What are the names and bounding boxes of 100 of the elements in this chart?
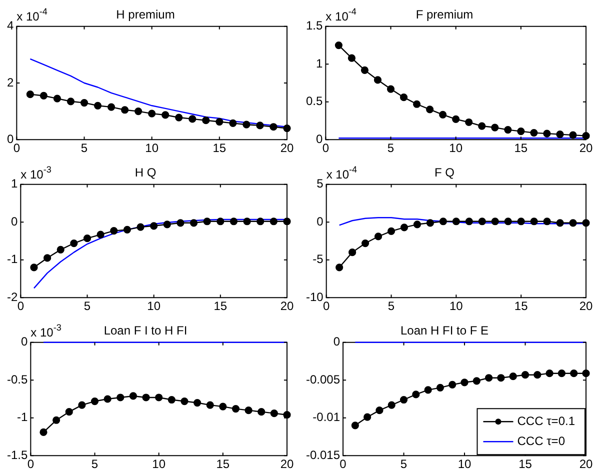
point bbox=[521, 371, 530, 379]
chart-title: F Q bbox=[434, 166, 454, 180]
point bbox=[388, 401, 396, 409]
point bbox=[129, 392, 138, 400]
point bbox=[478, 218, 486, 226]
point bbox=[530, 129, 538, 137]
point bbox=[107, 103, 116, 111]
chart-title: F premium bbox=[416, 8, 474, 22]
point bbox=[472, 377, 480, 385]
point bbox=[116, 394, 124, 402]
point bbox=[270, 410, 278, 418]
point bbox=[168, 396, 176, 404]
point bbox=[40, 92, 48, 100]
point bbox=[436, 384, 444, 392]
point bbox=[206, 401, 214, 409]
y-tick-label: 2 bbox=[6, 75, 14, 90]
point bbox=[216, 118, 224, 126]
point bbox=[558, 370, 566, 378]
point bbox=[256, 218, 264, 226]
point bbox=[232, 405, 240, 413]
x-tick-label: 5 bbox=[80, 141, 88, 156]
y-tick-label: 1 bbox=[10, 176, 18, 191]
point bbox=[94, 102, 102, 110]
point bbox=[374, 76, 382, 84]
y-tick-label: -0.015 bbox=[306, 448, 340, 462]
x-tick-label: 20 bbox=[579, 299, 593, 314]
point bbox=[283, 411, 291, 419]
x-tick-label: 5 bbox=[387, 141, 394, 156]
point bbox=[70, 239, 78, 248]
x-tick-label: 5 bbox=[400, 457, 408, 472]
point bbox=[40, 428, 48, 436]
point bbox=[150, 222, 158, 230]
point bbox=[400, 94, 408, 102]
x-tick-label: 20 bbox=[280, 457, 294, 472]
point bbox=[424, 386, 432, 394]
y-tick-label: 4 bbox=[6, 18, 14, 33]
point bbox=[176, 219, 184, 227]
point bbox=[452, 115, 460, 124]
point bbox=[52, 416, 60, 424]
point bbox=[193, 398, 202, 407]
point bbox=[439, 218, 447, 226]
y-tick-label: 0 bbox=[333, 334, 340, 349]
y-tick-label: 1.5 bbox=[306, 18, 323, 33]
point bbox=[426, 106, 434, 114]
point bbox=[465, 118, 473, 126]
point bbox=[374, 232, 382, 240]
point bbox=[569, 219, 577, 227]
point bbox=[546, 370, 554, 378]
point bbox=[582, 132, 590, 140]
chart-title: Loan F I to H FI bbox=[104, 324, 188, 338]
x-tick-label: 10 bbox=[449, 299, 464, 314]
point bbox=[439, 110, 447, 118]
x-tick-label: 20 bbox=[280, 141, 294, 156]
y-tick-label: 0 bbox=[6, 132, 14, 146]
x-tick-label: 10 bbox=[449, 141, 463, 156]
point bbox=[478, 122, 486, 130]
point bbox=[30, 264, 38, 272]
point bbox=[582, 219, 590, 227]
point bbox=[360, 66, 369, 74]
point bbox=[361, 239, 370, 248]
x-tick-label: 10 bbox=[145, 141, 159, 156]
y-tick-label: -5 bbox=[312, 252, 324, 266]
point bbox=[56, 246, 64, 254]
point bbox=[465, 218, 473, 226]
chart-title: H premium bbox=[116, 8, 175, 22]
x-tick-label: 15 bbox=[216, 457, 230, 472]
point bbox=[460, 378, 468, 386]
point bbox=[78, 401, 86, 409]
point bbox=[497, 374, 505, 382]
x-tick-label: 10 bbox=[147, 299, 161, 314]
point bbox=[202, 116, 210, 124]
point bbox=[244, 406, 252, 414]
point bbox=[364, 413, 372, 421]
point bbox=[412, 100, 421, 108]
point bbox=[452, 218, 460, 226]
point bbox=[448, 380, 456, 388]
point bbox=[504, 218, 512, 226]
point bbox=[134, 108, 142, 116]
point bbox=[230, 218, 238, 226]
point bbox=[65, 408, 73, 416]
point bbox=[44, 254, 52, 262]
x-tick-label: 20 bbox=[579, 457, 593, 472]
point bbox=[570, 370, 578, 378]
x-tick-label: 15 bbox=[518, 457, 532, 472]
point bbox=[110, 227, 118, 235]
y-tick-label: -0.01 bbox=[312, 410, 340, 424]
y-tick-label: 0 bbox=[316, 132, 323, 146]
point bbox=[136, 223, 144, 231]
point bbox=[26, 90, 34, 98]
y-tick-label: -1.5 bbox=[6, 448, 28, 462]
x-tick-label: 15 bbox=[514, 299, 528, 314]
point bbox=[517, 128, 525, 136]
x-tick-label: 15 bbox=[212, 141, 226, 156]
point bbox=[413, 220, 422, 228]
point bbox=[334, 41, 342, 50]
point bbox=[270, 218, 278, 226]
point bbox=[400, 224, 408, 232]
chart-title: H Q bbox=[134, 166, 156, 180]
point bbox=[83, 234, 92, 242]
point bbox=[258, 408, 266, 416]
